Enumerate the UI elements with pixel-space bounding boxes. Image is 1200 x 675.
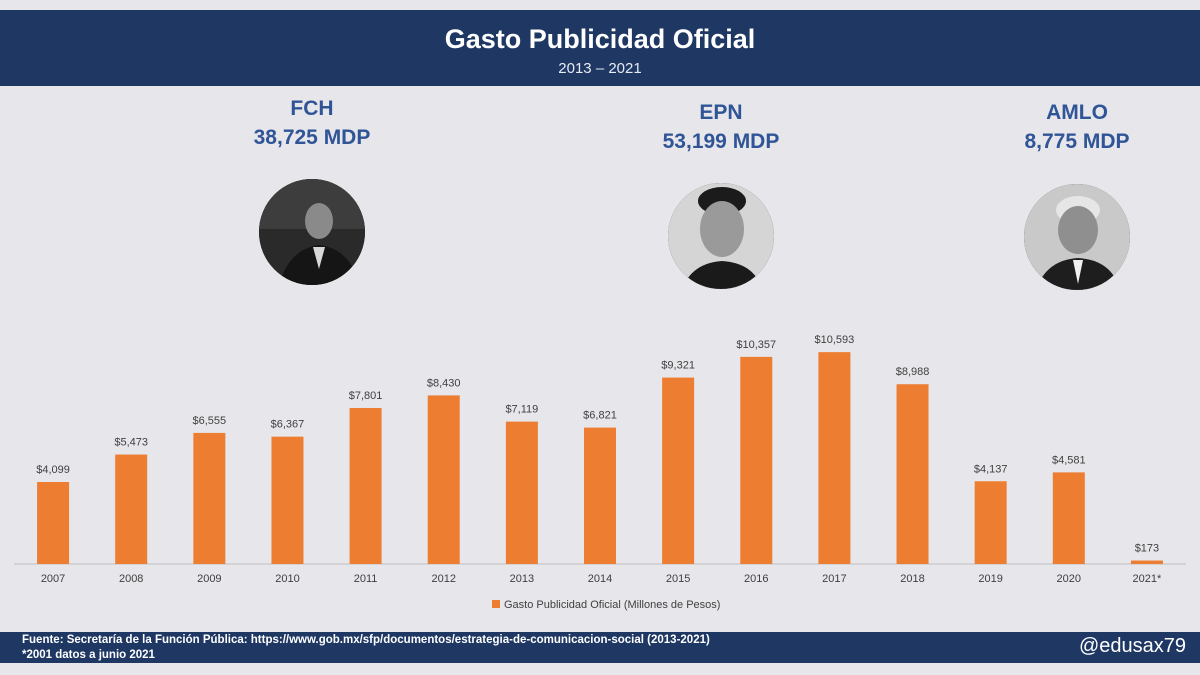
legend-swatch bbox=[492, 600, 500, 608]
data-label: $6,555 bbox=[193, 415, 227, 427]
x-tick-label: 2021* bbox=[1133, 573, 1162, 585]
admin-epn-name: EPN bbox=[699, 101, 743, 124]
bar bbox=[818, 352, 851, 564]
admin-fch-amount: 38,725 MDP bbox=[253, 126, 371, 149]
data-label: $5,473 bbox=[114, 437, 148, 449]
data-label: $6,367 bbox=[271, 419, 305, 431]
data-label: $4,137 bbox=[974, 463, 1008, 475]
admin-amlo-amount: 8,775 MDP bbox=[1024, 130, 1130, 153]
bar bbox=[193, 432, 226, 564]
x-tick-label: 2015 bbox=[666, 573, 690, 585]
bar bbox=[427, 395, 460, 564]
data-label: $7,119 bbox=[505, 404, 538, 416]
data-label: $9,321 bbox=[661, 360, 695, 372]
bar bbox=[1130, 560, 1163, 564]
bar bbox=[505, 421, 538, 564]
author-handle: @edusax79 bbox=[1078, 635, 1186, 657]
x-tick-label: 2013 bbox=[510, 573, 534, 585]
bar bbox=[584, 427, 616, 564]
data-label: $4,581 bbox=[1052, 454, 1086, 466]
epn-portrait bbox=[668, 183, 774, 289]
bar bbox=[662, 377, 695, 564]
legend-label: Gasto Publicidad Oficial (Millones de Pe… bbox=[504, 599, 720, 611]
x-tick-label: 2008 bbox=[119, 573, 143, 585]
x-tick-label: 2012 bbox=[431, 573, 455, 585]
data-label: $8,988 bbox=[896, 366, 930, 378]
x-tick-label: 2014 bbox=[588, 573, 612, 585]
bar bbox=[349, 407, 382, 564]
bar-chart: $4,099 2007 $5,473 2008 $6,555 2009 $6,367 2010… bbox=[14, 334, 1186, 611]
x-tick-label: 2018 bbox=[900, 573, 924, 585]
bar bbox=[1052, 472, 1085, 564]
admin-fch-name: FCH bbox=[290, 97, 334, 120]
x-tick-label: 2019 bbox=[978, 573, 1002, 585]
admin-fch: FCH 38,725 MDP bbox=[192, 94, 432, 152]
data-label: $173 bbox=[1135, 543, 1159, 555]
footnote-text: *2001 datos a junio 2021 bbox=[22, 649, 155, 661]
bar bbox=[896, 384, 929, 564]
admin-epn: EPN 53,199 MDP bbox=[601, 98, 841, 156]
x-tick-label: 2009 bbox=[197, 573, 221, 585]
bar bbox=[115, 454, 148, 564]
data-label: $6,821 bbox=[583, 410, 617, 422]
data-label: $10,357 bbox=[736, 339, 776, 351]
fch-portrait bbox=[259, 179, 365, 285]
x-tick-label: 2017 bbox=[822, 573, 846, 585]
x-tick-label: 2011 bbox=[354, 573, 378, 585]
data-label: $7,801 bbox=[349, 390, 383, 402]
bar bbox=[271, 436, 304, 564]
x-tick-label: 2010 bbox=[275, 573, 299, 585]
bar bbox=[740, 356, 773, 564]
admin-epn-amount: 53,199 MDP bbox=[662, 130, 780, 153]
admin-amlo: AMLO 8,775 MDP bbox=[957, 98, 1197, 156]
admin-amlo-name: AMLO bbox=[1046, 101, 1108, 124]
data-label: $8,430 bbox=[427, 377, 461, 389]
chart-subtitle: 2013 – 2021 bbox=[558, 60, 642, 77]
chart-header: Gasto Publicidad Oficial 2013 – 2021 bbox=[0, 10, 1200, 86]
x-tick-label: 2020 bbox=[1057, 573, 1081, 585]
x-tick-label: 2007 bbox=[41, 573, 65, 585]
footer-bar: Fuente: Secretaría de la Función Pública… bbox=[0, 632, 1200, 663]
source-text: Fuente: Secretaría de la Función Pública… bbox=[22, 634, 710, 646]
data-label: $4,099 bbox=[36, 464, 70, 476]
data-label: $10,593 bbox=[815, 334, 855, 346]
x-tick-label: 2016 bbox=[744, 573, 768, 585]
bar bbox=[974, 481, 1007, 564]
amlo-portrait bbox=[1024, 184, 1130, 290]
chart-title: Gasto Publicidad Oficial bbox=[444, 24, 756, 54]
bar bbox=[37, 482, 70, 564]
